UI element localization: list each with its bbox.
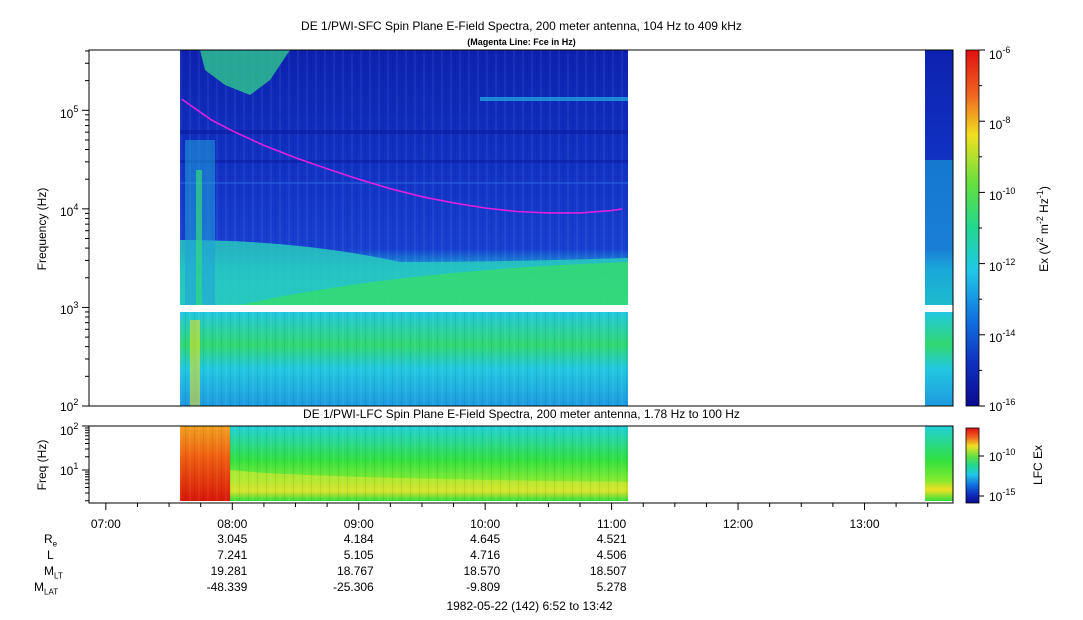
sfc-ytick-label-1e5: 105 [60,104,78,121]
sfc-ylabel: Frequency (Hz) [35,188,49,271]
sfc-colorbar [965,49,980,407]
lfc-title: DE 1/PWI-LFC Spin Plane E-Field Spectra,… [303,407,740,421]
sfc-early-streak [196,170,202,305]
sfc-continuum-green [240,262,628,305]
x-tick-label: 10:00 [470,517,500,531]
sfc-band [180,130,628,134]
ephemeris-value: 5.105 [343,548,374,562]
ephemeris-row-label: MLAT [34,580,59,597]
ephemeris-table: Re 3.045 4.184 4.645 4.521 L 7.241 5.105 4.716 4.… [0,532,1083,602]
sfc-segment-2-low [925,312,953,406]
ephemeris-value: 18.507 [589,564,627,578]
lfc-y-axis [82,425,89,502]
lfc-ytick-label-1e2: 102 [60,421,78,438]
sfc-gap-band [180,305,628,312]
cb-tick-label-12: 10-12 [989,257,1015,274]
lfc-cb-tick-label-10: 10-10 [989,447,1015,464]
ephemeris-row-label: L [47,548,54,562]
cb-tick-label-10: 10-10 [989,186,1015,203]
sfc-segment-2-mid [925,160,953,305]
sfc-early-emission [200,50,290,95]
ephemeris-value: 19.281 [210,564,248,578]
x-tick-label: 13:00 [849,517,879,531]
cb-tick-label-14: 10-14 [989,328,1015,345]
x-tick-label: 07:00 [91,517,121,531]
sfc-band [180,182,628,184]
ephemeris-value: -25.306 [333,580,374,594]
sfc-title: DE 1/PWI-SFC Spin Plane E-Field Spectra,… [301,19,742,33]
x-tick-label: 08:00 [217,517,247,531]
ephemeris-value: 18.767 [337,564,374,578]
ephemeris-value: 18.570 [463,564,501,578]
lfc-texture [180,426,628,501]
ephemeris-value: 4.184 [343,532,374,546]
sfc-frame [88,49,954,407]
sfc-band [180,160,628,163]
ephemeris-row-label: Re [44,532,58,549]
sfc-ytick-label-1e4: 104 [60,202,78,219]
sfc-y-axis [82,50,89,407]
time-range-footer: 1982-05-22 (142) 6:52 to 13:42 [446,599,613,613]
sfc-colorbar-axis [979,49,985,407]
x-tick-label: 12:00 [723,517,753,531]
ephemeris-value: 4.521 [596,532,627,546]
sfc-gap-band-2 [925,305,953,312]
ephemeris-value: 4.506 [596,548,627,562]
lfc-frame [88,425,954,504]
lfc-segment-2 [925,426,953,501]
lfc-colorbar [965,427,980,504]
x-tick-label: 09:00 [344,517,374,531]
ephemeris-value: 3.045 [217,532,248,546]
ephemeris-value: 7.241 [217,548,248,562]
ephemeris-value: -48.339 [206,580,248,594]
sfc-ytick-label-1e2: 102 [60,397,78,414]
lfc-ylabel: Freq (Hz) [35,440,49,491]
sfc-segment-1-low-texture [180,312,628,406]
ephemeris-value: -9.809 [466,580,501,594]
ephemeris-value: 4.716 [470,548,501,562]
lfc-cb-tick-label-15: 10-15 [989,487,1015,504]
ephemeris-value: 5.278 [596,580,627,594]
sfc-colorbar-label: Ex (V2 m-2 Hz-1) [1035,186,1051,272]
sfc-ytick-label-1e3: 103 [60,300,78,317]
lfc-ytick-label-1e1: 101 [60,461,78,478]
cb-tick-label-16: 10-16 [989,397,1015,414]
lfc-colorbar-label: LFC Ex [1031,445,1045,485]
cb-tick-label-6: 10-6 [989,45,1010,62]
cb-tick-label-8: 10-8 [989,115,1010,132]
ephemeris-row-label: MLT [44,564,63,581]
x-tick-label: 11:00 [597,517,626,531]
fce-line [181,98,623,214]
sfc-low-yellow-streak [190,320,200,406]
sfc-subtitle: (Magenta Line: Fce in Hz) [467,37,576,47]
x-axis: 07:00 08:00 09:00 10:00 11:00 12:00 13:00 [91,503,929,531]
ephemeris-value: 4.645 [470,532,501,546]
sfc-band-emission [480,97,628,101]
